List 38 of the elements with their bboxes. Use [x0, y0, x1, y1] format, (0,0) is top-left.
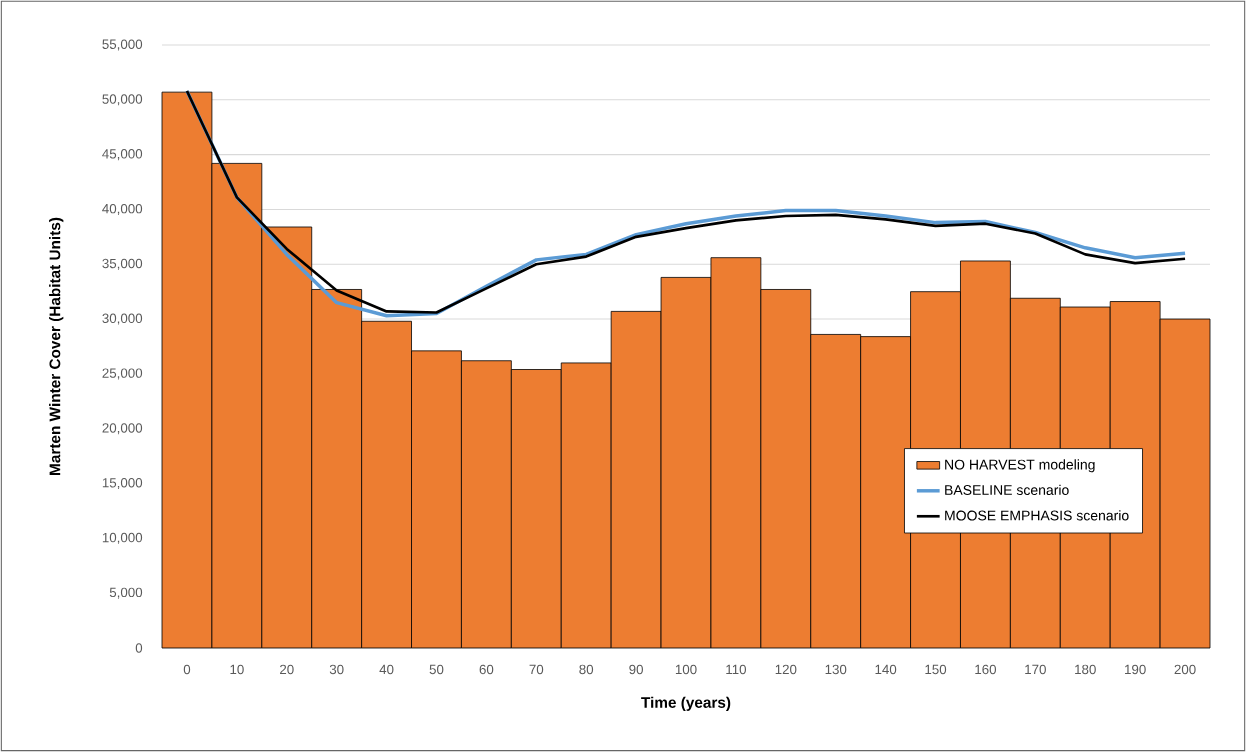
- x-tick-label: 20: [280, 664, 294, 675]
- x-tick-label: 190: [1125, 664, 1146, 675]
- x-tick-label: 70: [529, 664, 544, 675]
- legend-label: BASELINE scenario: [945, 484, 1069, 496]
- y-tick-label: 30,000: [102, 313, 143, 325]
- y-tick-label: 35,000: [102, 258, 143, 270]
- y-tick-label: 5,000: [109, 587, 143, 599]
- legend-label: NO HARVEST modeling: [945, 459, 1095, 473]
- y-tick-label: 55,000: [102, 39, 143, 51]
- x-tick-label: 100: [675, 664, 697, 675]
- x-tick-label: 110: [726, 664, 747, 675]
- y-tick-label: 15,000: [102, 478, 143, 490]
- x-tick-label: 140: [875, 664, 897, 675]
- x-tick-label: 130: [825, 664, 847, 675]
- y-tick-label: 40,000: [102, 203, 143, 215]
- y-tick-label: 20,000: [102, 423, 143, 435]
- y-tick-label: 25,000: [102, 368, 143, 380]
- x-axis-title: Time (years): [641, 696, 731, 711]
- x-tick-label: 150: [925, 664, 947, 675]
- x-tick-label: 90: [629, 664, 643, 675]
- y-tick-label: 50,000: [102, 94, 143, 106]
- x-tick-label: 50: [429, 664, 444, 675]
- y-tick-label: 10,000: [102, 532, 143, 544]
- y-axis-title: Marten Winter Cover (Habitat Units): [49, 217, 64, 475]
- legend-label: MOOSE EMPHASIS scenario: [945, 510, 1129, 521]
- x-tick-label: 200: [1174, 664, 1196, 675]
- x-tick-label: 10: [230, 664, 244, 675]
- x-tick-label: 0: [183, 664, 191, 675]
- x-tick-label: 40: [379, 664, 394, 675]
- x-tick-label: 160: [975, 664, 997, 675]
- y-tick-label: 45,000: [102, 149, 143, 161]
- x-tick-label: 170: [1025, 664, 1046, 675]
- x-tick-label: 80: [579, 664, 594, 675]
- x-tick-label: 180: [1075, 664, 1096, 675]
- x-tick-label: 120: [775, 664, 797, 675]
- y-tick-label: 0: [135, 643, 143, 653]
- x-tick-label: 60: [479, 664, 494, 675]
- x-tick-label: 30: [329, 664, 344, 675]
